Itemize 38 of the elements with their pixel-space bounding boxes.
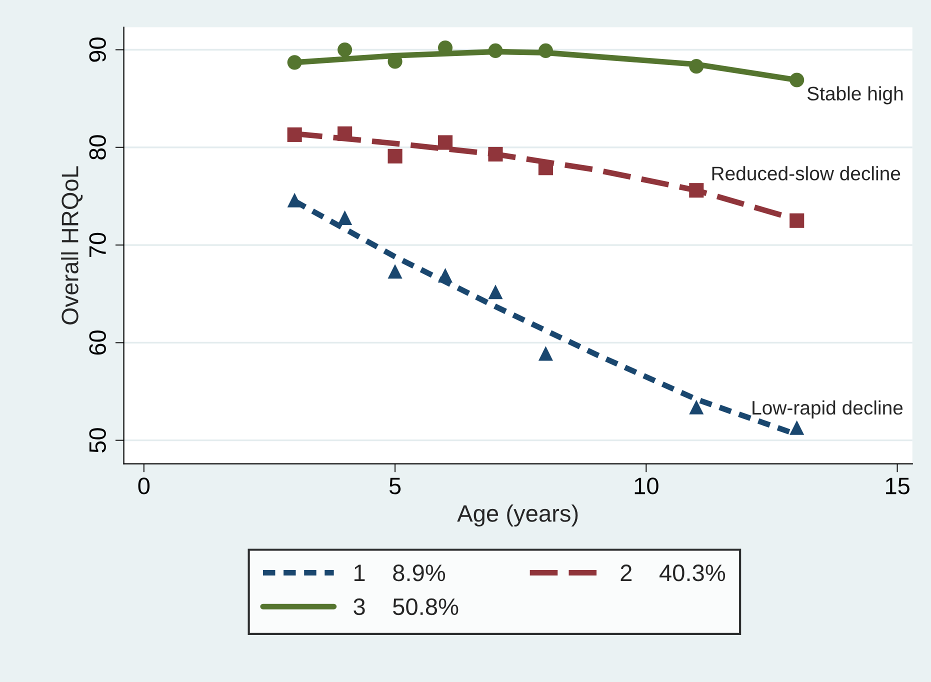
- y-tick-label: 50: [89, 428, 106, 453]
- point: [790, 72, 804, 88]
- point: [538, 346, 554, 361]
- point: [287, 55, 302, 70]
- point: [689, 400, 704, 414]
- y-axis-title: Overall HRQoL: [61, 166, 83, 324]
- x-tick-label: 10: [634, 478, 658, 494]
- point: [338, 210, 352, 225]
- point: [338, 126, 352, 141]
- point: [488, 43, 503, 58]
- point: [689, 183, 704, 198]
- legend-label: 2 40.3%: [620, 564, 726, 582]
- point: [287, 127, 302, 142]
- point: [338, 42, 352, 58]
- point: [488, 284, 503, 300]
- annotation: Reduced-slow decline: [712, 166, 900, 180]
- legend-label: 1 8.9%: [354, 564, 446, 582]
- point: [438, 268, 453, 283]
- y-tick-label: 70: [89, 232, 106, 257]
- y-tick-label: 80: [89, 135, 106, 160]
- point: [689, 59, 704, 74]
- point: [388, 264, 402, 279]
- point: [438, 135, 453, 150]
- legend-label: 3 50.8%: [354, 598, 458, 616]
- x-tick-label: 15: [886, 478, 910, 494]
- point: [287, 192, 302, 208]
- point: [790, 213, 804, 228]
- point: [488, 146, 503, 162]
- x-tick-label: 0: [138, 478, 150, 494]
- y-tick-label: 60: [89, 330, 106, 355]
- x-tick-label: 5: [389, 478, 401, 494]
- annotation: Stable high: [807, 86, 903, 104]
- x-axis-title: Age (years): [457, 504, 578, 527]
- point: [388, 148, 402, 164]
- point: [790, 420, 804, 435]
- point: [538, 43, 554, 58]
- annotation: Low-rapid decline: [752, 400, 903, 419]
- y-tick-label: 90: [89, 38, 106, 62]
